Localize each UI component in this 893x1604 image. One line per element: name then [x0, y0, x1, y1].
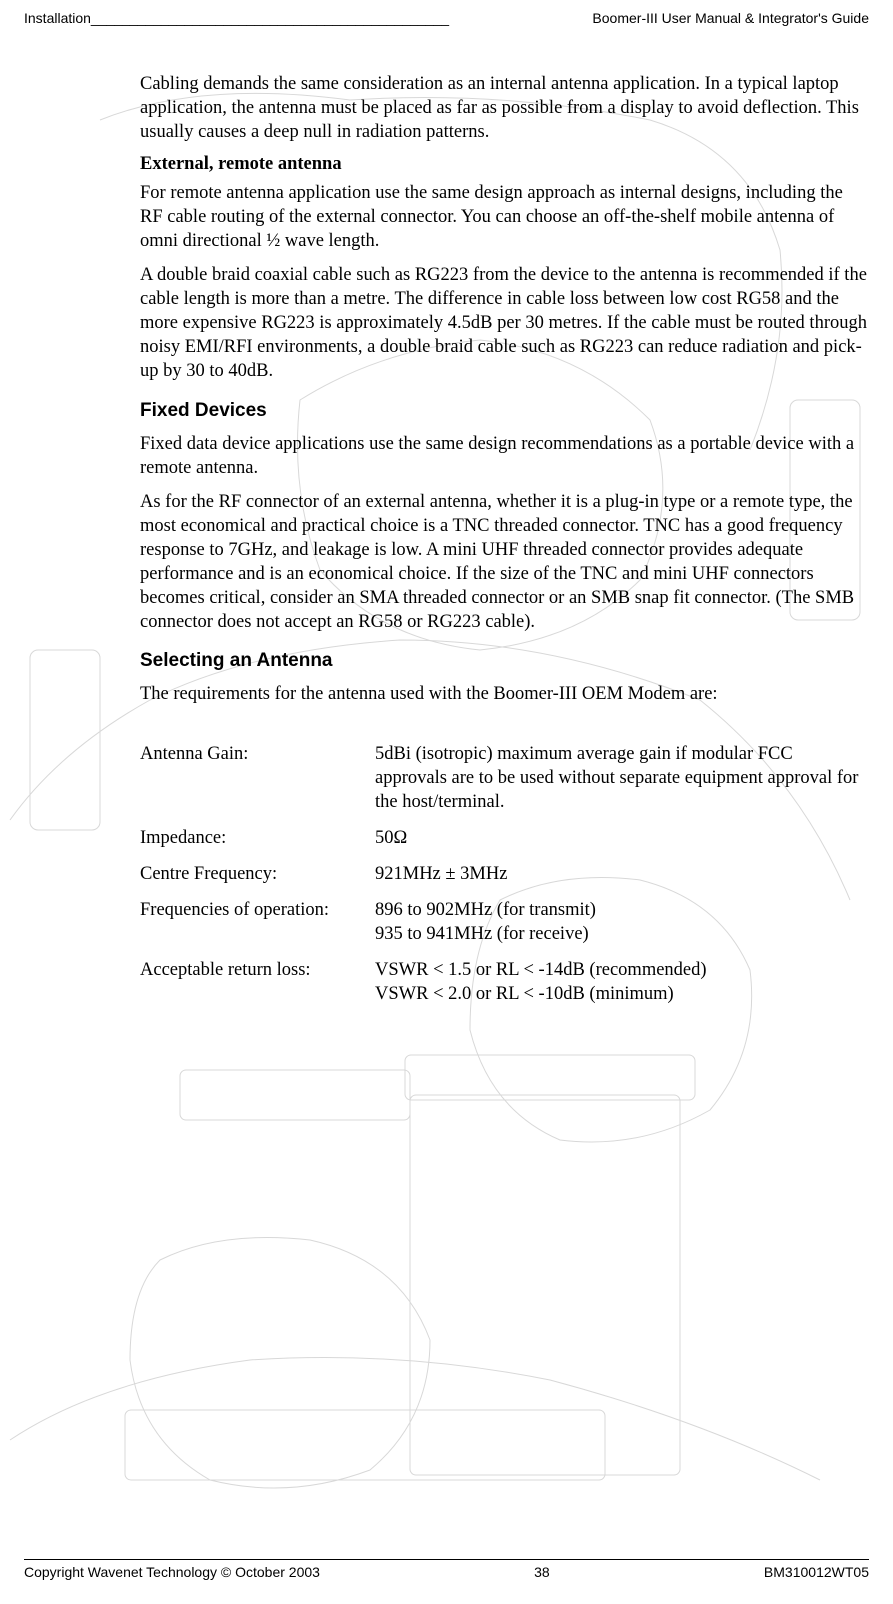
- fixed-p2: As for the RF connector of an external a…: [140, 490, 869, 634]
- spec-label: Impedance:: [140, 826, 375, 850]
- page-content: Cabling demands the same consideration a…: [0, 30, 893, 1006]
- header-right: Boomer-III User Manual & Integrator's Gu…: [592, 10, 869, 26]
- page-header: Installation____________________________…: [0, 0, 893, 30]
- spec-label: Centre Frequency:: [140, 862, 375, 886]
- page-footer: Copyright Wavenet Technology © October 2…: [24, 1559, 869, 1580]
- spec-row: Acceptable return loss: VSWR < 1.5 or RL…: [140, 958, 869, 1006]
- header-left: Installation____________________________…: [24, 10, 449, 26]
- footer-underline: [24, 1559, 869, 1560]
- spec-value: 50Ω: [375, 826, 869, 850]
- specs-table: Antenna Gain: 5dBi (isotropic) maximum a…: [140, 742, 869, 1006]
- spec-row: Centre Frequency: 921MHz ± 3MHz: [140, 862, 869, 886]
- footer-right: BM310012WT05: [764, 1564, 869, 1580]
- cabling-paragraph: Cabling demands the same consideration a…: [140, 72, 869, 144]
- spec-value: 921MHz ± 3MHz: [375, 862, 869, 886]
- spec-label: Frequencies of operation:: [140, 898, 375, 922]
- external-antenna-heading: External, remote antenna: [140, 154, 869, 175]
- spec-row: Frequencies of operation: 896 to 902MHz …: [140, 898, 869, 946]
- footer-left: Copyright Wavenet Technology © October 2…: [24, 1564, 320, 1580]
- fixed-p1: Fixed data device applications use the s…: [140, 432, 869, 480]
- external-p1: For remote antenna application use the s…: [140, 181, 869, 253]
- footer-content: Copyright Wavenet Technology © October 2…: [24, 1564, 869, 1580]
- spec-value: 896 to 902MHz (for transmit) 935 to 941M…: [375, 898, 869, 946]
- spec-row: Antenna Gain: 5dBi (isotropic) maximum a…: [140, 742, 869, 814]
- spec-row: Impedance: 50Ω: [140, 826, 869, 850]
- selecting-p1: The requirements for the antenna used wi…: [140, 682, 869, 706]
- spec-label: Antenna Gain:: [140, 742, 375, 766]
- spec-value: VSWR < 1.5 or RL < -14dB (recommended) V…: [375, 958, 869, 1006]
- selecting-antenna-heading: Selecting an Antenna: [140, 650, 869, 672]
- spec-value: 5dBi (isotropic) maximum average gain if…: [375, 742, 869, 814]
- footer-center: 38: [534, 1564, 550, 1580]
- external-p2: A double braid coaxial cable such as RG2…: [140, 263, 869, 383]
- fixed-devices-heading: Fixed Devices: [140, 400, 869, 422]
- spec-label: Acceptable return loss:: [140, 958, 375, 982]
